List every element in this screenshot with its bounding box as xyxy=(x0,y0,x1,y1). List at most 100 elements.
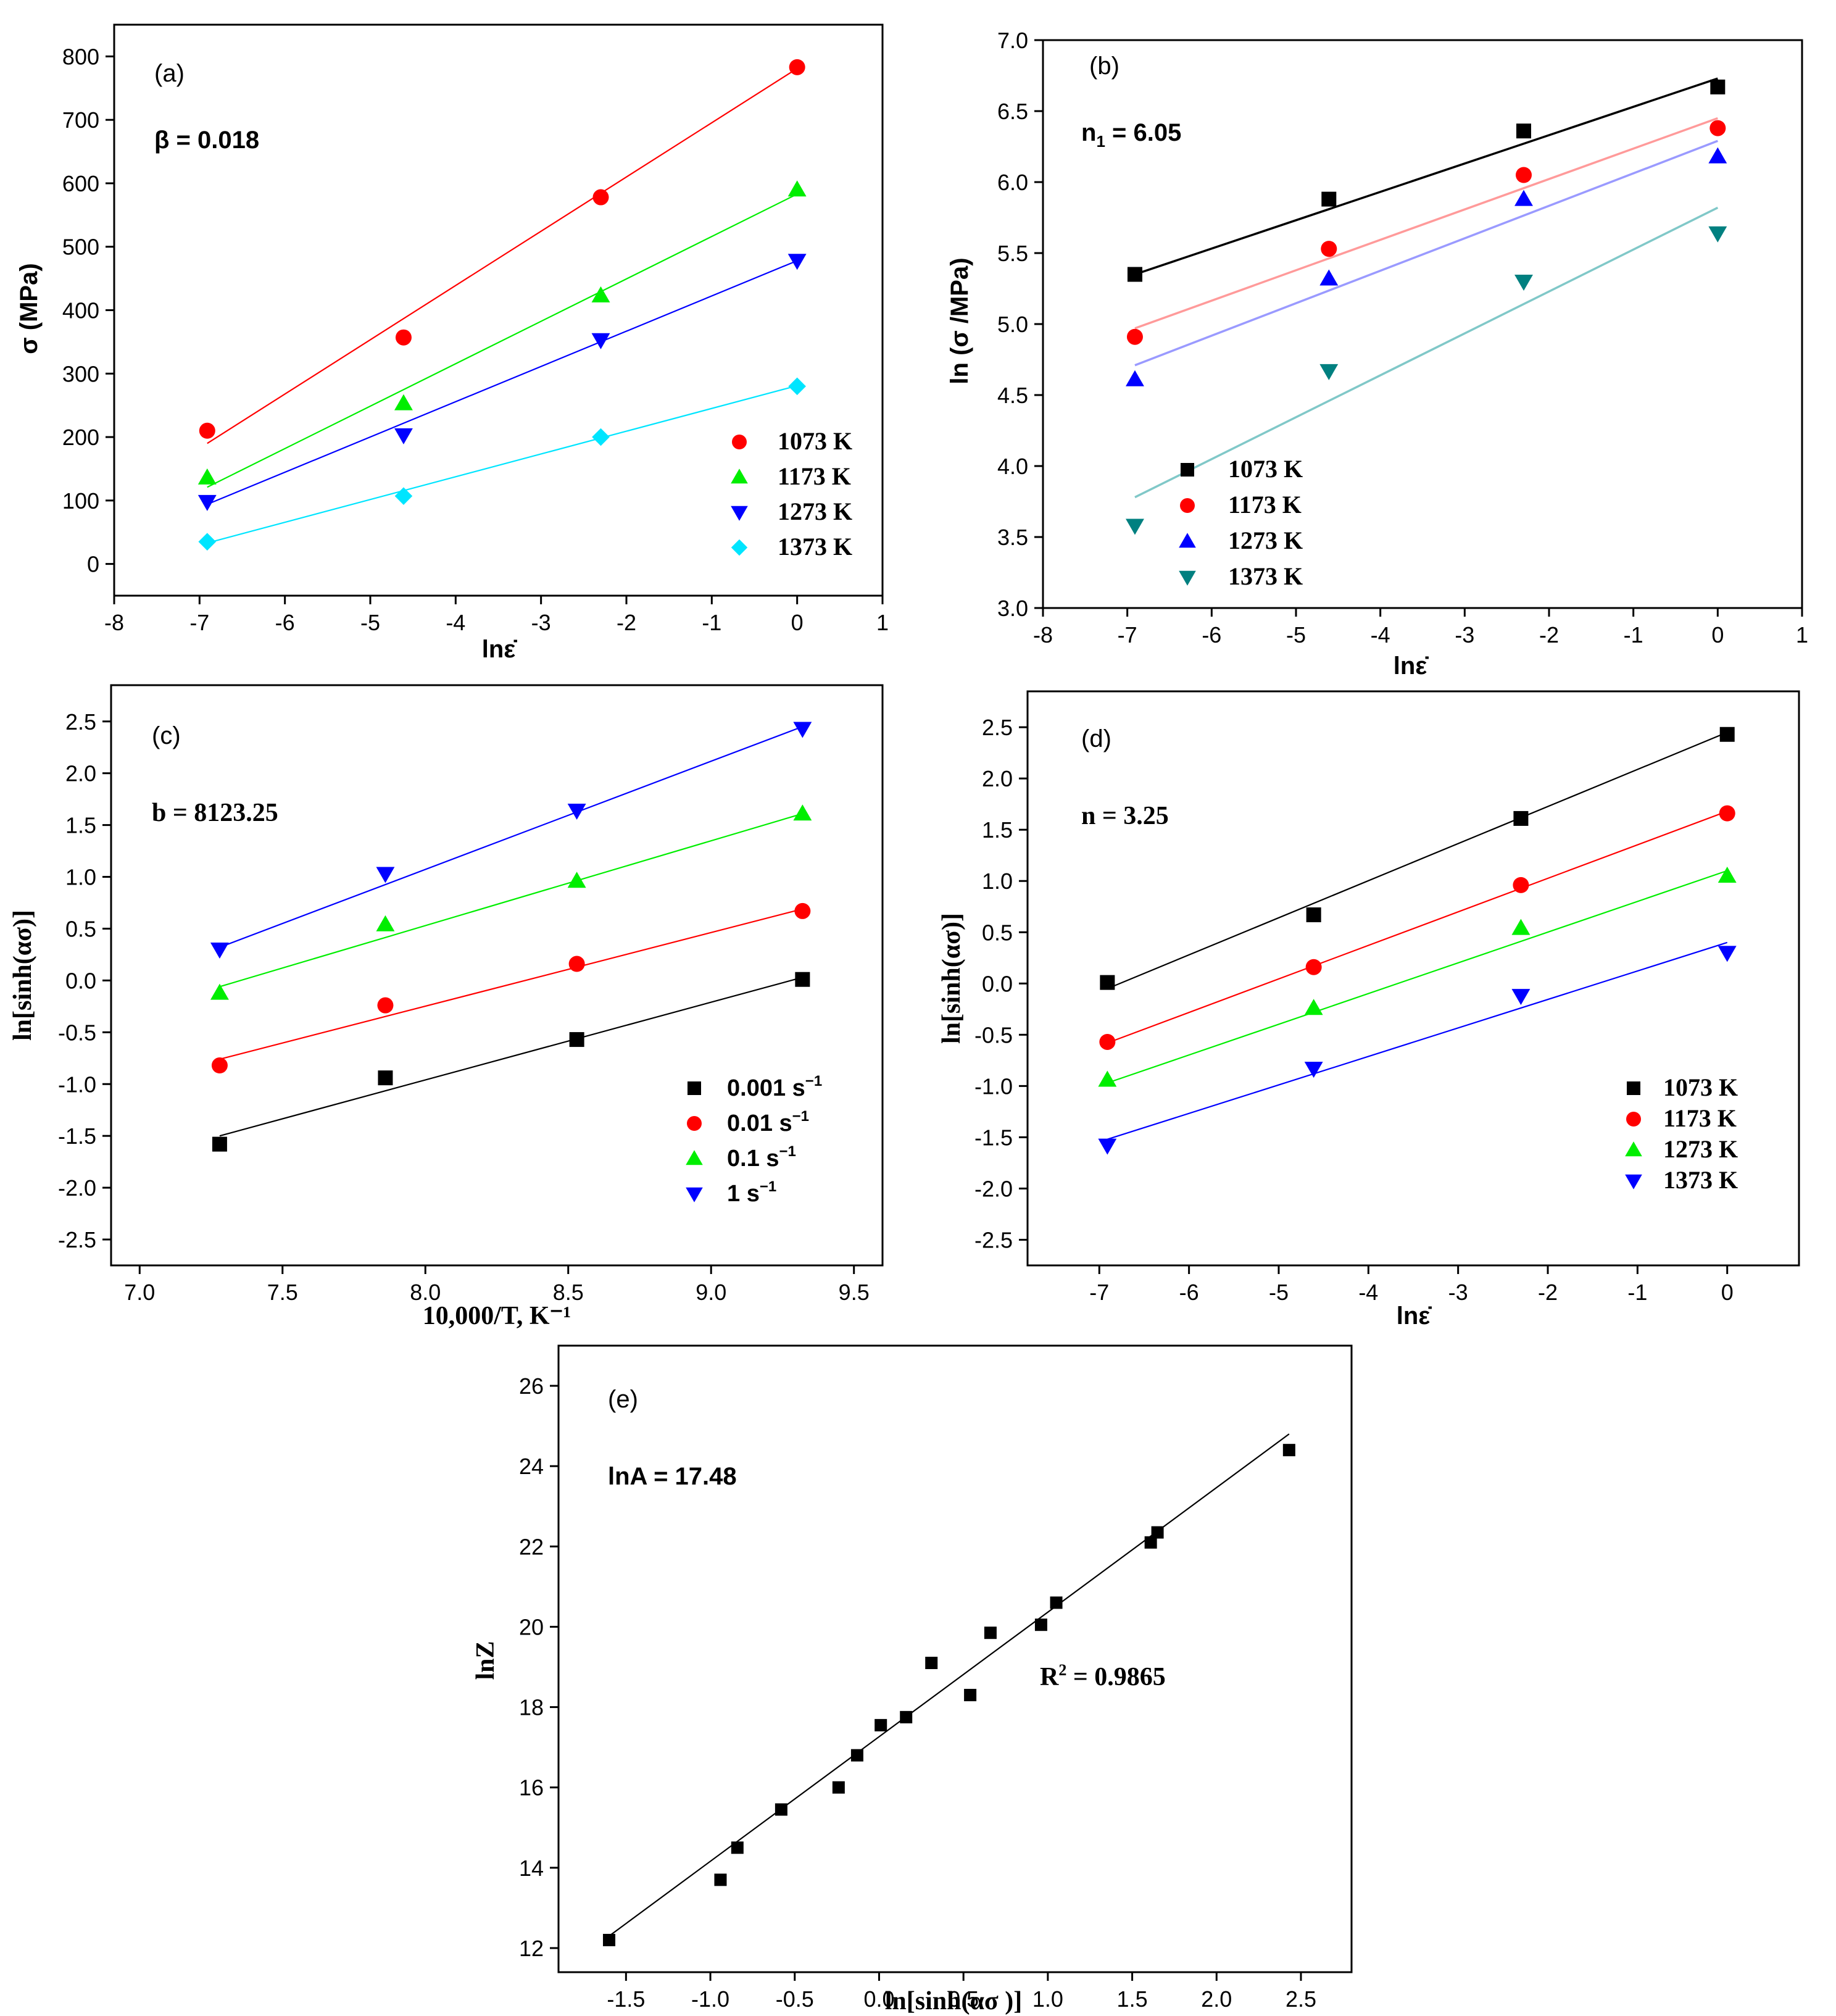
panel-b: -8 -7 -6 -5 -4 -3 -2 -1 0 1 3.0 3.5 4.0 4.5 5.0 5.5 6.0 6… xyxy=(946,28,1808,680)
data-point xyxy=(874,1718,887,1731)
data-point xyxy=(569,1032,584,1048)
y-tick-label: 2.5 xyxy=(982,715,1013,740)
fit-line xyxy=(1107,810,1728,1044)
data-point xyxy=(212,1136,227,1152)
legend-label: 1373 K xyxy=(1663,1166,1738,1194)
annotation: n = 3.25 xyxy=(1081,802,1169,830)
data-point xyxy=(1151,1526,1164,1539)
data-point xyxy=(1099,1033,1116,1050)
data-point xyxy=(1513,877,1529,893)
y-tick-label: -2.5 xyxy=(58,1227,96,1252)
y-axis-label: σ (MPa) xyxy=(15,263,43,354)
y-tick-label: 12 xyxy=(519,1936,544,1961)
x-tick-label: -4 xyxy=(1358,1280,1378,1305)
panel-c: 7.0 7.5 8.0 8.5 9.0 9.5 -2.5 -2.0 -1.5 -1.0 -0.5 0.… xyxy=(9,684,884,1330)
data-point xyxy=(395,329,412,346)
x-tick-label: 7.0 xyxy=(124,1280,155,1305)
legend-label: 1173 K xyxy=(778,462,851,490)
data-point xyxy=(793,804,812,821)
data-point xyxy=(1511,918,1531,935)
x-tick-label: -5 xyxy=(1269,1280,1289,1305)
data-point xyxy=(197,468,217,485)
y-tick-label: 6.0 xyxy=(997,170,1028,195)
y-axis-label: ln (σ /MPa) xyxy=(946,257,973,384)
data-point xyxy=(1319,364,1339,380)
x-tick-label: -1 xyxy=(1627,1280,1647,1305)
x-tick-label: 0.5 xyxy=(948,1986,979,2012)
fit-line xyxy=(219,977,803,1137)
data-point xyxy=(1126,519,1144,535)
data-point xyxy=(394,487,413,505)
r-squared-value: = 0.9865 xyxy=(1066,1663,1165,1691)
data-point xyxy=(1516,123,1531,139)
data-point xyxy=(794,902,811,919)
annotation-sub: 1 xyxy=(1096,132,1105,151)
legend-label: 1273 K xyxy=(1663,1135,1738,1163)
x-tick-label: 0 xyxy=(791,610,804,635)
legend-label-text: 1173 K xyxy=(1228,491,1302,519)
data-point xyxy=(199,422,215,439)
data-point xyxy=(1050,1596,1063,1609)
y-tick-label: 3.0 xyxy=(997,596,1028,621)
fit-line xyxy=(1107,731,1728,989)
y-tick-label: 26 xyxy=(519,1373,544,1399)
x-tick-label: -7 xyxy=(1118,622,1137,648)
y-tick-label: -2.5 xyxy=(974,1227,1013,1252)
legend-label-sup: −1 xyxy=(805,1073,822,1089)
data-point xyxy=(1126,328,1143,345)
y-axis-label: ln[sinh(ασ)] xyxy=(9,910,37,1041)
panel-label: (d) xyxy=(1081,725,1111,752)
x-tick-label: 0.0 xyxy=(863,1986,894,2012)
legend-marker xyxy=(1179,533,1196,548)
plot-frame xyxy=(110,684,884,1267)
x-tick-label: 2.5 xyxy=(1286,1986,1316,2012)
y-tick-label: -2.0 xyxy=(974,1176,1013,1201)
y-tick-label: 5.5 xyxy=(997,241,1028,266)
y-tick-label: 100 xyxy=(62,488,99,514)
data-point xyxy=(1304,1062,1323,1078)
x-tick-label: 9.0 xyxy=(696,1280,726,1305)
legend-label-text: 1073 K xyxy=(1228,455,1303,483)
data-point xyxy=(378,1070,393,1086)
data-point xyxy=(210,942,229,959)
data-point xyxy=(1719,805,1735,822)
data-point xyxy=(376,915,395,931)
x-tick-label: 0 xyxy=(1721,1280,1734,1305)
r-squared-prefix: R xyxy=(1040,1663,1059,1691)
y-tick-label: 2.0 xyxy=(65,761,96,786)
legend-marker xyxy=(731,506,748,521)
x-tick-label: 8.5 xyxy=(553,1280,584,1305)
legend-marker xyxy=(731,539,748,556)
r-squared: R2 = 0.9865 xyxy=(1040,1661,1166,1691)
y-axis-label: lnZ xyxy=(471,1641,500,1680)
y-tick-label: 800 xyxy=(62,44,99,69)
data-point xyxy=(775,1803,787,1816)
plot-frame xyxy=(557,1344,1353,1973)
legend-label-text: 1273 K xyxy=(1228,527,1303,554)
annotation: lnA = 17.48 xyxy=(608,1463,737,1490)
fit-line xyxy=(219,726,803,948)
data-point xyxy=(964,1689,977,1702)
x-tick-label: -1 xyxy=(1624,622,1643,648)
legend-label-text: 0.1 s xyxy=(727,1146,779,1172)
y-tick-label: 700 xyxy=(62,107,99,133)
legend-label: 1073 K xyxy=(1228,455,1303,483)
panel-label: (a) xyxy=(154,60,185,87)
legend-label-text: 1173 K xyxy=(1663,1104,1737,1132)
fit-line xyxy=(1107,941,1728,1140)
data-point xyxy=(1718,866,1737,883)
x-tick-label: -4 xyxy=(1371,622,1390,648)
annotation: b = 8123.25 xyxy=(152,799,278,827)
y-tick-label: 1.0 xyxy=(65,865,96,890)
y-tick-label: 2.5 xyxy=(65,709,96,735)
x-tick-label: 7.5 xyxy=(267,1280,298,1305)
data-point xyxy=(1516,167,1532,183)
data-point xyxy=(1319,269,1339,286)
y-tick-label: -1.0 xyxy=(58,1072,96,1097)
data-point xyxy=(394,394,413,410)
data-point xyxy=(1305,959,1322,975)
x-tick-label: -4 xyxy=(446,610,465,635)
data-point xyxy=(592,428,610,446)
x-tick-label: -6 xyxy=(1202,622,1221,648)
data-point xyxy=(394,428,413,444)
